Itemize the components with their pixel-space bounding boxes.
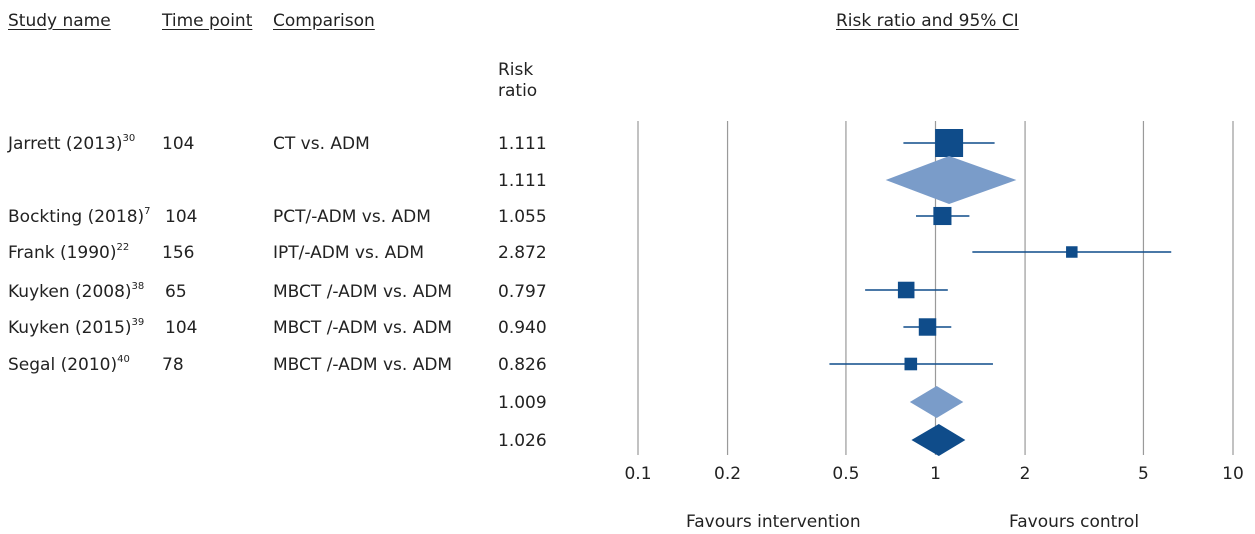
effect-square [935, 129, 964, 157]
study-name: Frank (1990)22 [8, 243, 129, 263]
study-reference: 7 [144, 206, 151, 218]
effect-square [904, 357, 918, 371]
risk-ratio-value: 1.009 [498, 393, 547, 413]
risk-ratio-value: 0.826 [498, 355, 547, 375]
risk-ratio-value: 1.026 [498, 431, 547, 451]
time-point: 65 [165, 282, 187, 302]
study-reference: 22 [116, 242, 130, 254]
comparison: MBCT /-ADM vs. ADM [273, 282, 453, 302]
x-tick-label: 0.2 [714, 464, 741, 484]
comparison: IPT/-ADM vs. ADM [273, 243, 425, 263]
header-study-name: Study name [8, 11, 111, 31]
summary-diamond [911, 424, 966, 456]
study-name-text: Bockting (2018) [8, 207, 145, 227]
summary-diamond [885, 156, 1017, 204]
study-name-text: Kuyken (2015) [8, 318, 132, 338]
favours-control-label: Favours control [1009, 512, 1140, 532]
risk-ratio-value: 1.111 [498, 171, 547, 191]
study-name-text: Jarrett (2013) [8, 134, 123, 154]
study-name-text: Frank (1990) [8, 243, 117, 263]
favours-intervention-label: Favours intervention [686, 512, 861, 532]
header-ci-title: Risk ratio and 95% CI [836, 11, 1019, 31]
time-point: 78 [162, 355, 184, 375]
risk-ratio-value: 0.940 [498, 318, 547, 338]
effect-square [933, 206, 952, 226]
effect-square [1066, 246, 1078, 258]
risk-ratio-value: 1.111 [498, 134, 547, 154]
time-point: 156 [162, 243, 195, 263]
comparison: PCT/-ADM vs. ADM [273, 207, 431, 227]
comparison: MBCT /-ADM vs. ADM [273, 318, 453, 338]
time-point: 104 [162, 134, 195, 154]
study-reference: 30 [122, 133, 136, 145]
comparison: MBCT /-ADM vs. ADM [273, 355, 453, 375]
effect-square [918, 318, 937, 336]
study-name: Kuyken (2015)39 [8, 318, 144, 338]
x-tick-label: 1 [930, 464, 941, 484]
risk-ratio-value: 1.055 [498, 207, 547, 227]
header-risk-ratio: Risk ratio [498, 60, 538, 101]
x-tick-label: 0.5 [832, 464, 859, 484]
header-time-point: Time point [162, 11, 253, 31]
risk-ratio-value: 2.872 [498, 243, 547, 263]
time-point: 104 [165, 207, 198, 227]
risk-ratio-value: 0.797 [498, 282, 547, 302]
x-tick-label: 10 [1222, 464, 1244, 484]
study-reference: 38 [131, 281, 145, 293]
study-reference: 40 [117, 354, 130, 366]
summary-diamond [909, 386, 964, 418]
time-point: 104 [165, 318, 198, 338]
effect-square [897, 281, 915, 299]
study-name: Segal (2010)40 [8, 355, 130, 375]
study-name-text: Kuyken (2008) [8, 282, 132, 302]
x-tick-label: 2 [1020, 464, 1031, 484]
x-tick-label: 5 [1138, 464, 1149, 484]
study-name: Jarrett (2013)30 [8, 134, 135, 154]
study-name-text: Segal (2010) [8, 355, 118, 375]
comparison: CT vs. ADM [273, 134, 370, 154]
study-reference: 39 [131, 317, 145, 329]
study-name: Bockting (2018)7 [8, 207, 151, 227]
x-tick-label: 0.1 [624, 464, 651, 484]
study-name: Kuyken (2008)38 [8, 282, 144, 302]
header-comparison: Comparison [273, 11, 375, 31]
